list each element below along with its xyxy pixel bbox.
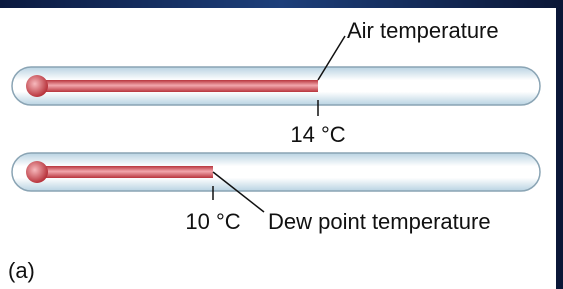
bulb xyxy=(26,75,48,97)
panel xyxy=(0,8,556,289)
reading: 14 °C xyxy=(290,122,345,147)
panel-label: (a) xyxy=(8,258,35,283)
bulb xyxy=(26,161,48,183)
diagram: Air temperature 14 °C Dew point temperat… xyxy=(0,0,563,289)
fluid-column xyxy=(34,80,318,92)
reading: 10 °C xyxy=(185,209,240,234)
label: Air temperature xyxy=(347,18,499,43)
fluid-column xyxy=(34,166,213,178)
label: Dew point temperature xyxy=(268,209,491,234)
